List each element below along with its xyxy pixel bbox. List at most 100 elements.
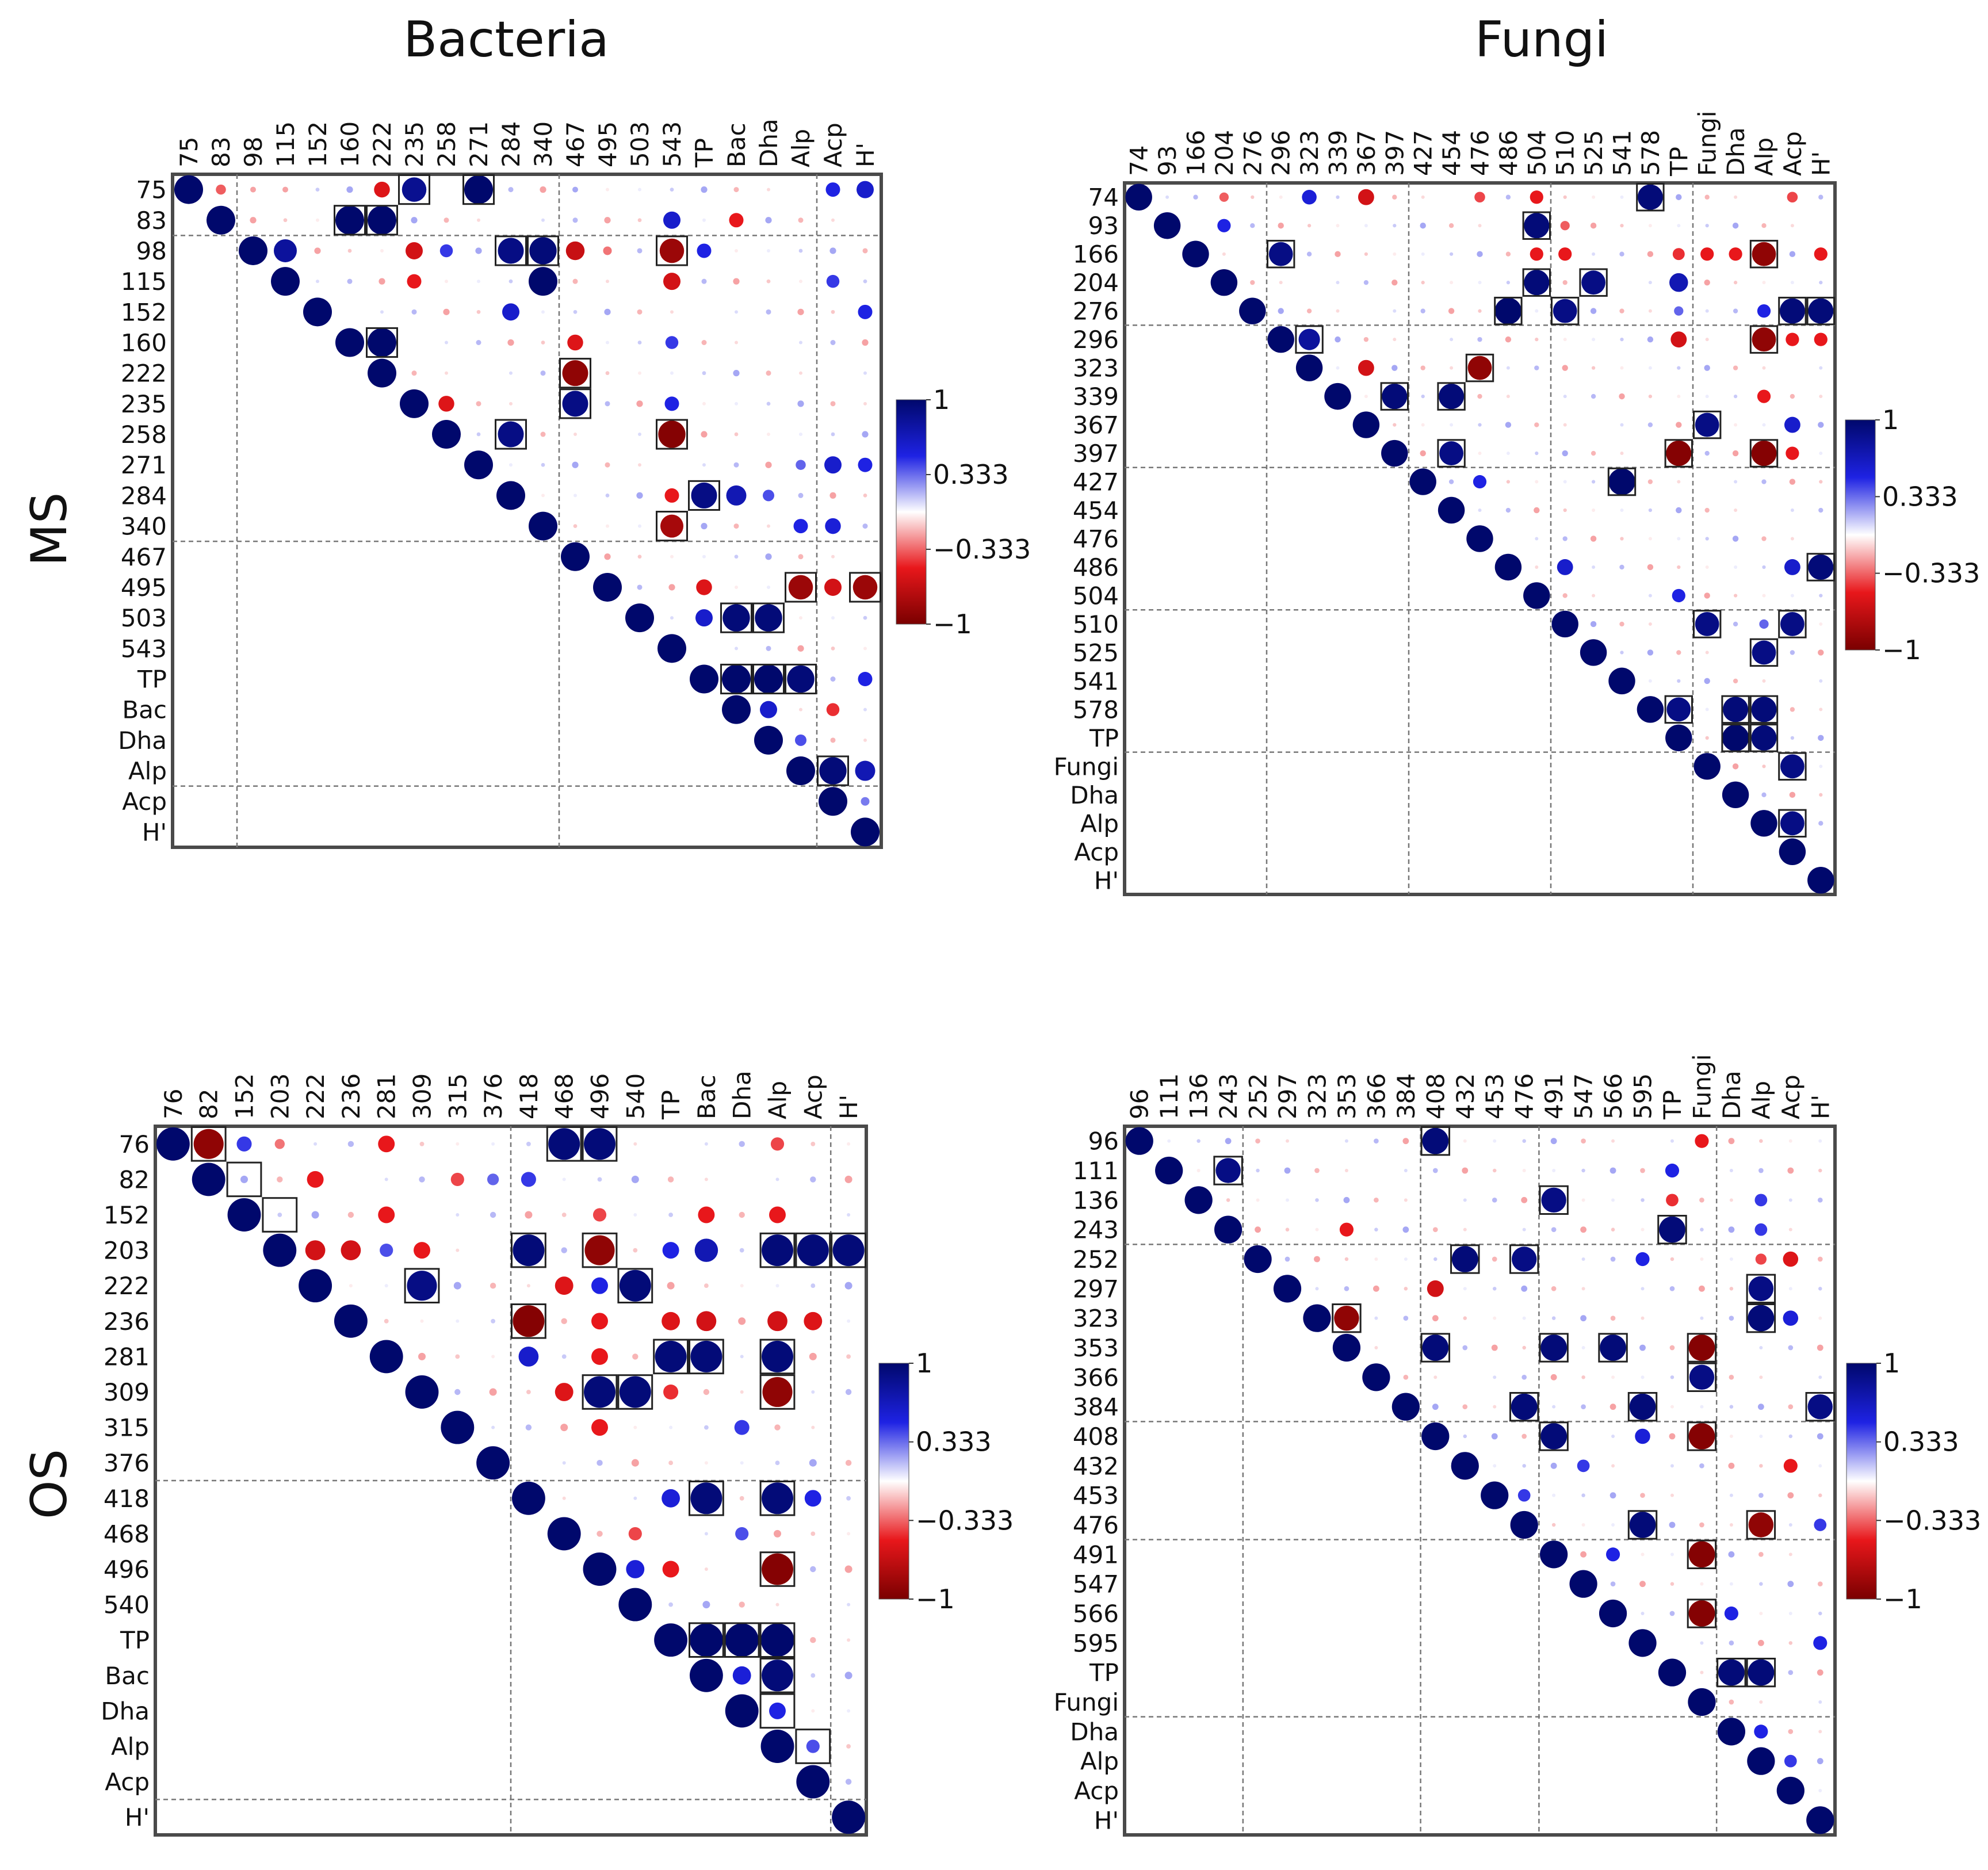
significance-box [366,205,398,236]
correlation-dot-weak [1521,1196,1528,1203]
correlation-dot-weak [1819,480,1823,484]
row-tick-label: Fungi [1054,752,1119,781]
correlation-dot-weak [831,555,835,559]
row-tick-label: 309 [104,1378,150,1406]
correlation-dot-weak [411,217,418,224]
significance-box [795,1728,831,1764]
column-tick-label: 315 [444,1073,472,1119]
correlation-dot-weak [1165,195,1169,199]
correlation-dot-weak [831,218,835,222]
correlation-dot-weak [1421,252,1425,256]
correlation-dot-weak [1819,793,1823,797]
panel-ms-fungi: 7474939316616620420427627629629632332333… [1054,111,1837,896]
correlation-dot-weak [1728,1226,1735,1233]
correlation-dot-weak [1611,1464,1615,1468]
correlation-dot-weak [1522,1316,1526,1320]
correlation-dot-weak [1563,508,1567,513]
significance-box [795,1232,831,1268]
correlation-dot [374,181,390,198]
correlation-dot-weak [1522,1139,1526,1143]
colorbar-tick-label: −0.333 [1882,558,1980,589]
correlation-dot [735,1527,749,1540]
row-tick-label: 384 [1073,1393,1119,1421]
correlation-dot-weak [1610,1581,1616,1587]
correlation-dot-weak [1818,1287,1822,1291]
correlation-dot-weak [1522,1345,1526,1350]
correlation-dot-weak [1729,1493,1733,1497]
correlation-dot [502,303,519,321]
significance-box [1806,296,1836,326]
row-tick-label: 281 [104,1343,150,1371]
correlation-dot [1784,416,1800,433]
correlation-dot-weak [702,555,706,559]
correlation-dot-weak [1492,1256,1497,1262]
significance-box [1749,695,1779,724]
correlation-dot [236,1136,252,1152]
correlation-dot [1666,441,1692,466]
correlation-dot-weak [1670,1257,1674,1261]
correlation-dot [1688,1541,1715,1568]
column-tick-label: 243 [1214,1073,1242,1119]
correlation-dot-weak [1619,393,1625,400]
correlation-dot-weak [573,309,578,314]
correlation-dot-weak [1759,1582,1763,1586]
correlation-dot-weak [1728,1138,1735,1145]
correlation-dot-weak [1306,308,1312,313]
column-tick-label: 166 [1182,130,1210,176]
correlation-dot-diagonal [335,328,364,357]
correlation-dot-weak [704,1142,708,1146]
significance-box [511,1232,546,1268]
correlation-dot [1786,446,1799,460]
column-tick-label: 510 [1551,130,1580,176]
correlation-dot-weak [1620,508,1624,513]
correlation-dot-weak [1620,452,1624,456]
correlation-dot-weak [1433,1375,1438,1379]
correlation-dot-weak [1492,1197,1497,1203]
correlation-dot-diagonal [754,725,783,755]
correlation-dot-weak [636,400,643,407]
correlation-dot-weak [277,1213,282,1217]
column-tick-label: H' [1807,151,1835,176]
correlation-dot-weak [863,708,867,712]
significance-box [720,663,752,695]
correlation-dot-weak [1344,1169,1348,1172]
significance-box [785,663,817,695]
correlation-dot-weak [1818,1730,1822,1734]
significance-box [1749,638,1779,667]
row-tick-label: 284 [121,481,167,510]
correlation-dot-diagonal [496,481,525,510]
correlation-dot-weak [798,217,804,223]
correlation-dot-weak [491,1355,495,1359]
column-tick-label: H' [835,1095,863,1119]
correlation-dot [1718,1659,1745,1686]
row-tick-label: 427 [1073,468,1119,496]
correlation-dot-weak [810,1176,816,1183]
significance-box [724,1622,760,1658]
correlation-dot [1473,475,1487,489]
correlation-dot-weak [1759,1700,1763,1704]
correlation-dot [761,1482,794,1515]
correlation-dot-weak [1619,564,1624,570]
row-tick-label: 74 [1088,183,1119,212]
correlation-dot-weak [1592,338,1596,342]
significance-box [1627,1510,1658,1540]
column-tick-label: Acp [1777,1074,1805,1119]
correlation-dot [662,1561,679,1578]
correlation-dot-weak [507,339,514,346]
correlation-dot-weak [798,554,804,560]
row-tick-label: Acp [1074,1777,1119,1805]
correlation-dot-weak [1581,1287,1585,1291]
colorbar-tick-label: 1 [1883,1348,1900,1379]
correlation-dot-weak [1790,393,1795,399]
correlation-dot-weak [1592,594,1596,598]
correlation-dot-weak [701,431,708,438]
correlation-dot [852,575,878,600]
correlation-dot-weak [636,492,643,499]
correlation-dot-weak [1550,1374,1557,1380]
correlation-dot-weak [349,1284,353,1288]
correlation-dot-weak [1404,1287,1408,1291]
column-tick-label: 136 [1185,1073,1213,1119]
correlation-dot-weak [526,1141,531,1146]
correlation-dot-weak [445,371,448,375]
row-tick-label: 83 [136,206,167,235]
